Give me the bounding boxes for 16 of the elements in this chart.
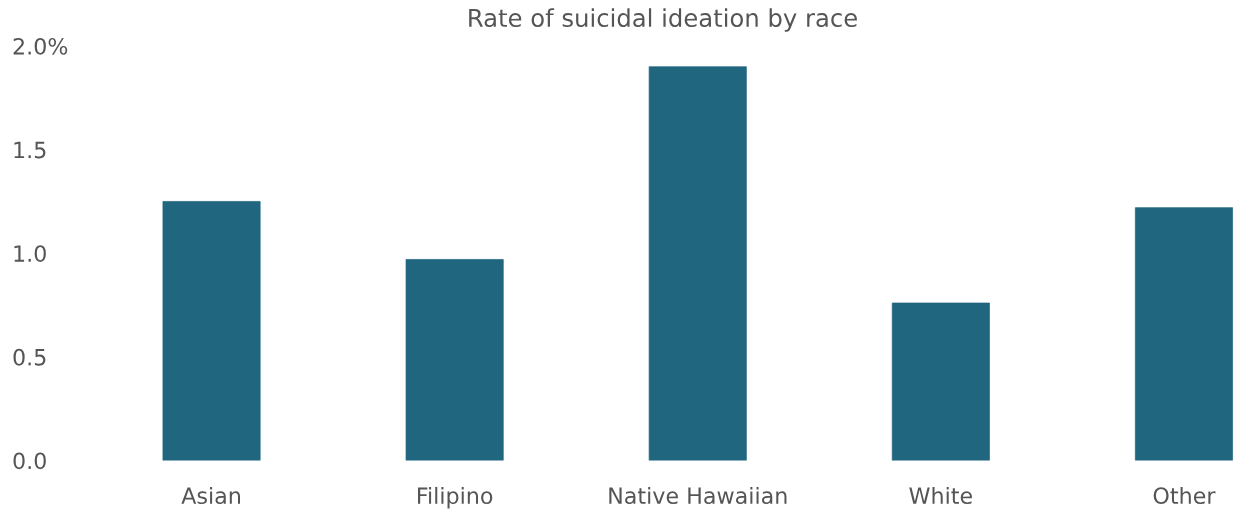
- bar: [405, 259, 504, 461]
- bar: [162, 201, 261, 461]
- bar: [648, 66, 747, 461]
- x-tick-label: Other: [1153, 486, 1216, 505]
- bar: [1134, 207, 1233, 461]
- x-tick-label: Filipino: [418, 486, 493, 509]
- chart-title: Rate of suicidal ideation by race: [469, 8, 857, 32]
- bar: [891, 302, 990, 461]
- x-tick-label: Native Hawaiian: [609, 486, 787, 505]
- y-tick-label: 2.0%: [13, 37, 68, 55]
- y-tick-label: 0.0: [13, 452, 46, 470]
- y-tick-label: 0.5: [13, 348, 46, 366]
- y-tick-label: 1.0: [14, 245, 46, 263]
- x-tick-label: Asian: [181, 486, 240, 505]
- y-tick-label: 1.5: [14, 141, 46, 159]
- x-tick-label: White: [909, 486, 972, 505]
